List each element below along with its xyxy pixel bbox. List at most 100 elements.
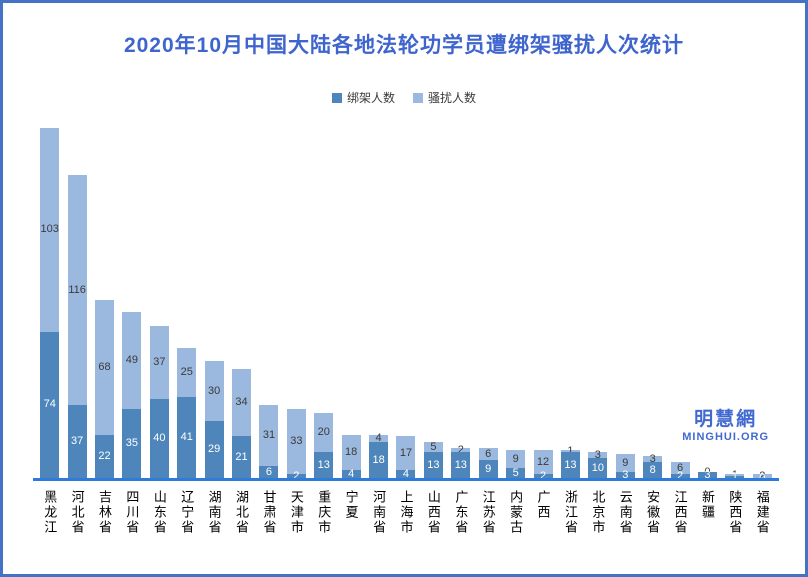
kidnap-segment: 13 [314, 452, 334, 478]
kidnap-legend-swatch-icon [331, 92, 342, 103]
kidnap-segment: 18 [369, 442, 389, 478]
x-axis-label: 江西省 [672, 490, 688, 535]
harass-value-label: 2 [457, 443, 464, 456]
x-axis-label: 天津市 [288, 490, 304, 535]
kidnap-segment: 2 [286, 470, 306, 481]
harass-segment: 2 [752, 470, 772, 481]
kidnap-value-label: 8 [649, 463, 656, 476]
bar-column: 49 35 [118, 128, 145, 478]
harass-segment: 68 [95, 300, 115, 435]
bar-column: 31 6 [255, 128, 282, 478]
bar-column: 25 41 [173, 128, 200, 478]
kidnap-segment: 29 [204, 420, 224, 478]
x-axis-label: 甘肃省 [261, 490, 277, 535]
bar-column: 3 10 [584, 128, 611, 478]
harass-value-label: 5 [430, 440, 437, 453]
x-axis-label: 广西 [535, 490, 551, 520]
harass-value-label: 2 [759, 469, 766, 482]
kidnap-value-label: 6 [265, 465, 273, 478]
x-axis-label: 山西省 [425, 490, 441, 535]
kidnap-value-label: 2 [677, 469, 684, 482]
kidnap-value-label: 4 [348, 467, 355, 480]
harass-segment: 4 [369, 432, 389, 443]
harass-segment: 49 [122, 311, 142, 409]
harass-value-label: 9 [512, 452, 519, 465]
legend: 绑架人数 骚扰人数 [3, 89, 805, 106]
bar-column: 68 22 [91, 128, 118, 478]
bar-column: 20 13 [310, 128, 337, 478]
harass-segment: 34 [232, 369, 252, 437]
kidnap-segment: 41 [177, 396, 197, 478]
harass-value-label: 33 [290, 434, 303, 447]
harass-segment: 9 [615, 454, 635, 473]
bar-column: 03 [694, 128, 721, 481]
legend-item-kidnap: 绑架人数 [331, 89, 395, 106]
bar-column: 34 21 [228, 128, 255, 478]
kidnap-value-label: 0 [759, 472, 765, 484]
x-axis-label: 云南省 [617, 490, 633, 535]
kidnap-segment: 1 [725, 471, 745, 482]
kidnap-segment: 40 [149, 398, 169, 478]
harass-segment: 1 [560, 445, 580, 456]
x-axis-label: 黑龙江 [42, 490, 58, 535]
kidnap-value-label: 1 [731, 470, 738, 483]
kidnap-value-label: 40 [153, 431, 166, 444]
harass-segment: 6 [478, 447, 498, 461]
kidnap-segment: 2 [670, 470, 690, 481]
harass-segment: 9 [506, 450, 526, 469]
harass-value-label: 1 [731, 468, 738, 481]
harass-value-label: 1 [567, 444, 574, 457]
bar-column: 12 2 [529, 128, 556, 481]
bar-column: 5 13 [420, 128, 447, 478]
x-axis-label: 新疆 [699, 490, 715, 520]
watermark: 明慧網 MINGHUI.ORG [682, 409, 769, 443]
bar-column: 2 13 [447, 128, 474, 478]
x-axis-label: 山东省 [151, 490, 167, 535]
x-axis-label: 内蒙古 [508, 490, 524, 535]
harass-segment: 33 [286, 408, 306, 475]
kidnap-segment: 74 [40, 331, 60, 478]
x-axis-label: 上海市 [398, 490, 414, 535]
x-axis-label: 福建省 [754, 490, 770, 535]
plot-area: 103 74 116 37 68 22 49 35 37 40 25 41 30 29 34 21 31 6 33 2… [36, 128, 776, 483]
harass-segment: 30 [204, 361, 224, 421]
kidnap-segment: 9 [478, 460, 498, 478]
x-axis-line [33, 478, 779, 481]
kidnap-segment: 3 [697, 468, 717, 481]
kidnap-value-label: 18 [372, 453, 385, 466]
kidnap-segment: 5 [506, 467, 526, 478]
harass-value-label: 3 [594, 448, 601, 461]
kidnap-segment: 10 [588, 458, 608, 478]
kidnap-segment: 21 [232, 436, 252, 478]
x-axis-label: 湖北省 [234, 490, 250, 535]
x-axis-label: 吉林省 [97, 490, 113, 535]
x-axis-label: 宁夏 [343, 490, 359, 520]
harass-segment: 37 [149, 325, 169, 399]
harass-segment: 2 [451, 444, 471, 455]
harass-segment: 116 [67, 175, 87, 405]
x-axis-label: 辽宁省 [179, 490, 195, 535]
bar-column: 116 37 [63, 128, 90, 478]
kidnap-segment: 2 [533, 470, 553, 481]
kidnap-value-label: 4 [402, 467, 410, 480]
harass-segment: 5 [423, 440, 443, 453]
harass-legend-swatch-icon [413, 92, 423, 103]
kidnap-value-label: 3 [704, 468, 711, 481]
harass-value-label: 6 [485, 447, 492, 460]
harass-legend-label: 骚扰人数 [428, 91, 477, 105]
kidnap-segment: 35 [122, 408, 142, 478]
harass-value-label: 17 [399, 446, 413, 459]
harass-segment: 103 [40, 128, 60, 332]
kidnap-segment: 22 [95, 434, 115, 478]
harass-segment: 25 [177, 347, 197, 397]
kidnap-segment: 13 [560, 452, 580, 478]
x-axis-label: 广东省 [453, 490, 469, 535]
kidnap-segment: 6 [259, 465, 279, 478]
watermark-chinese: 明慧網 [694, 409, 758, 430]
